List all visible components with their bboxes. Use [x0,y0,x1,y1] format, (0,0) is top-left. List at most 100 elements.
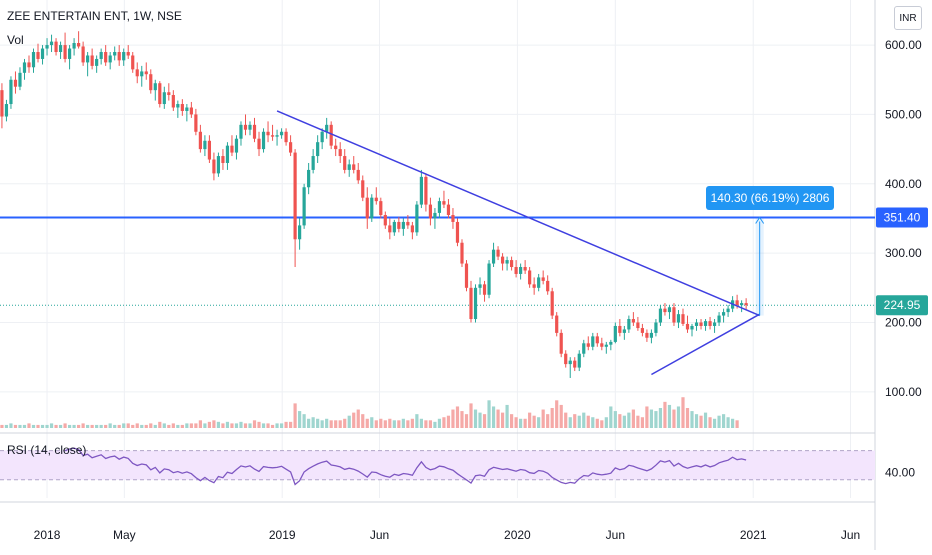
volume-bar [365,418,369,428]
volume-bar [676,406,681,428]
candle [370,197,374,219]
time-tick-label: Jun [370,528,389,542]
candle [577,353,581,368]
candle [523,267,527,271]
volume-bar [559,404,563,428]
candle [365,197,369,219]
candle [473,287,478,320]
volume-bar [721,414,726,428]
candle [13,79,18,87]
candle [708,321,712,326]
candle [131,55,135,70]
candle [27,62,31,68]
volume-bar [122,423,126,428]
volume-bar [153,424,157,428]
candle [388,225,392,233]
volume-bar [726,417,730,428]
candle [248,124,252,130]
currency-badge[interactable]: INR [894,6,922,30]
volume-bar [302,414,306,428]
candle [478,284,482,288]
candle [185,107,189,111]
volume-bar [4,424,9,428]
candle [424,176,428,205]
volume-bar [81,423,85,428]
candle [374,197,378,202]
volume-bar [99,424,103,428]
candle [433,212,437,219]
candle [383,215,387,226]
trendline [651,313,761,376]
candle [72,43,76,49]
candle [270,135,275,137]
candle [293,152,297,240]
candle [167,92,171,96]
volume-bar [293,403,297,428]
candle [482,284,487,295]
volume-bar [509,414,514,428]
candle [104,52,108,63]
volume-label: Vol [7,33,24,47]
candle [198,131,202,150]
time-tick-label: 2021 [740,528,767,542]
candle [613,325,617,342]
candle [252,124,257,139]
candle [595,336,599,344]
volume-bar [203,423,207,428]
candle [726,308,730,313]
candle [437,201,442,213]
volume-bar [207,421,212,428]
candle [361,180,365,198]
volume-bar [442,417,446,428]
candle [681,314,685,324]
volume-bar [49,423,54,428]
candle [234,138,239,153]
volume-bar [478,412,482,428]
price-tick-label: 500.00 [885,107,922,121]
volume-bar [194,423,198,428]
volume-bar [275,423,279,428]
candle [239,124,243,139]
volume-bar [144,424,148,428]
volume-bar [654,411,658,428]
candle [717,315,721,323]
candle [658,308,663,323]
volume-bar [284,421,288,428]
volume-bar [320,420,324,428]
volume-bar [131,424,135,428]
candle [54,41,58,53]
candle [419,176,423,205]
candle [325,124,329,132]
time-tick-label: 2018 [34,528,61,542]
volume-bar [546,414,550,428]
volume-bar [225,421,230,428]
volume-bar [645,406,649,428]
volume-bar [216,421,221,428]
candle [699,322,703,326]
candle [90,55,94,66]
candle [180,104,184,111]
candle [401,221,405,229]
candle [451,215,455,222]
candle [329,124,333,146]
candle [140,71,144,77]
volume-bar [419,418,423,428]
candle [550,291,554,316]
volume-bar [681,397,685,428]
candle [546,280,550,292]
candle [352,164,356,170]
volume-bar [45,424,49,428]
volume-bar [609,406,613,428]
volume-bar [582,412,586,428]
candle [221,156,225,163]
volume-bar [455,406,460,428]
volume-bar [631,409,635,428]
volume-bar [397,420,401,428]
volume-bar [690,411,694,428]
volume-bar [352,412,356,428]
volume-bar [731,418,735,428]
price-tick-label: 200.00 [885,316,922,330]
volume-bar [649,409,654,428]
